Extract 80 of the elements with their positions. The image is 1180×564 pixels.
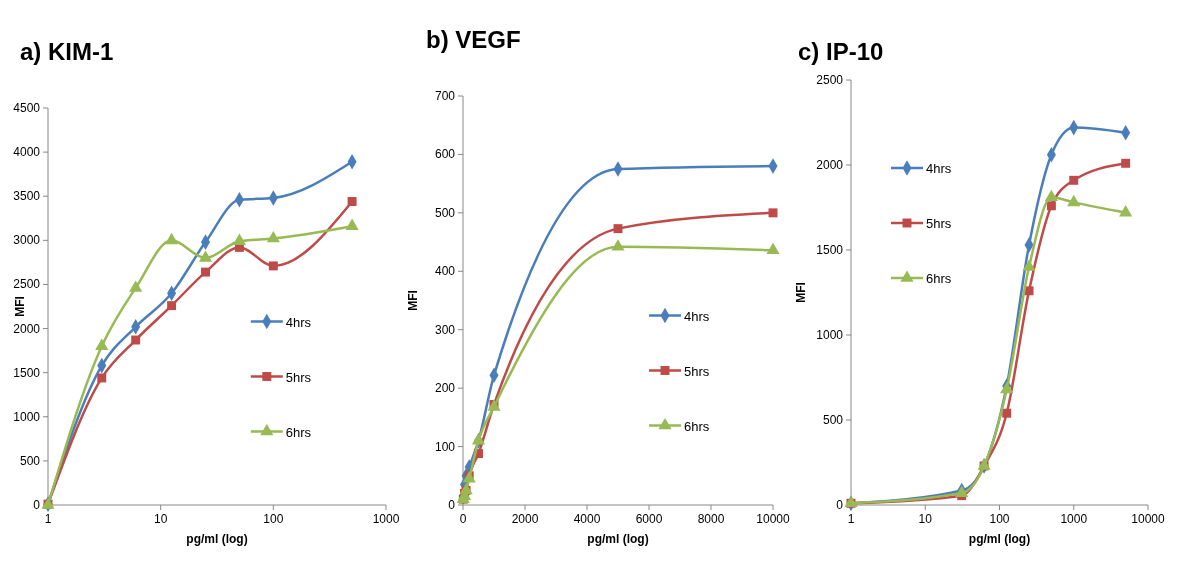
chart-title: b) VEGF [426, 26, 521, 53]
legend-label: 6hrs [926, 271, 952, 286]
y-tick-label: 0 [33, 498, 41, 512]
y-tick-label: 0 [448, 498, 456, 512]
x-axis-title: pg/ml (log) [968, 532, 1031, 546]
y-tick-label: 4500 [13, 101, 41, 115]
x-tick-label: 100 [989, 512, 1010, 526]
point [232, 233, 246, 246]
point [1069, 175, 1079, 185]
x-tick-label: 10000 [756, 512, 791, 526]
chart-title: a) KIM-1 [20, 38, 114, 65]
y-tick-label: 100 [434, 439, 456, 454]
y-tick-label: 500 [434, 205, 456, 220]
y-tick-label: 2500 [13, 277, 41, 292]
point [95, 338, 109, 350]
y-tick-label: 500 [822, 413, 844, 427]
point [1067, 194, 1081, 207]
legend-label: 4hrs [926, 161, 952, 176]
y-tick-label: 2000 [13, 321, 41, 336]
y-tick-label: 3500 [13, 189, 41, 204]
y-axis-title: MFI [794, 282, 808, 303]
legend-label: 5hrs [684, 363, 710, 379]
y-tick-label: 1500 [13, 365, 41, 380]
y-tick-label: 600 [434, 147, 456, 162]
x-tick-label: 1000 [1060, 512, 1088, 526]
point [97, 373, 107, 383]
point [611, 239, 625, 251]
legend-label: 5hrs [926, 216, 952, 231]
point [167, 301, 177, 311]
y-tick-label: 0 [836, 498, 844, 512]
x-tick-label: 1000 [372, 512, 400, 526]
x-tick-label: 10 [918, 512, 933, 526]
y-tick-label: 200 [434, 381, 456, 396]
y-axis-title: MFI [406, 290, 420, 311]
legend-label: 4hrs [684, 308, 710, 324]
point [1024, 286, 1034, 296]
y-axis-title: MFI [13, 296, 27, 317]
y-tick-label: 1000 [816, 328, 844, 342]
x-axis-title: pg/ml (log) [186, 532, 248, 546]
x-tick-label: 8000 [697, 512, 725, 526]
x-tick-label: 10000 [1131, 512, 1166, 526]
point [1044, 189, 1058, 202]
point [268, 261, 278, 271]
y-tick-label: 1500 [816, 243, 844, 257]
point [471, 433, 486, 445]
y-tick-label: 300 [434, 322, 456, 337]
x-axis-title: pg/ml (log) [587, 532, 649, 546]
point [768, 208, 778, 218]
legend-label: 6hrs [285, 424, 312, 440]
x-tick-label: 1 [847, 512, 855, 526]
y-tick-label: 3000 [13, 233, 41, 248]
chart-title: c) IP-10 [798, 38, 884, 65]
x-tick-label: 10 [153, 512, 168, 526]
legend-label: 6hrs [684, 418, 710, 434]
y-tick-label: 2000 [816, 158, 844, 172]
point [266, 230, 280, 243]
y-tick-label: 2500 [816, 73, 844, 87]
x-tick-label: 100 [263, 512, 284, 526]
x-tick-label: 6000 [635, 512, 663, 526]
legend-label: 5hrs [285, 369, 312, 385]
legend-label: 4hrs [285, 314, 312, 330]
point [129, 280, 143, 292]
point [766, 242, 780, 255]
point [1046, 201, 1056, 211]
y-tick-label: 4000 [13, 145, 41, 160]
point [1002, 408, 1012, 418]
y-tick-label: 400 [434, 264, 456, 279]
y-tick-label: 1000 [13, 409, 41, 424]
point [1022, 259, 1036, 271]
point [131, 335, 141, 345]
x-tick-label: 1 [44, 512, 52, 526]
y-tick-label: 500 [19, 453, 41, 468]
x-tick-label: 2000 [511, 512, 539, 526]
y-tick-label: 700 [434, 89, 456, 103]
point [613, 224, 623, 234]
point [201, 267, 210, 277]
x-tick-label: 4000 [573, 512, 601, 526]
x-tick-label: 0 [459, 512, 467, 526]
point [165, 232, 179, 245]
point [198, 250, 213, 262]
